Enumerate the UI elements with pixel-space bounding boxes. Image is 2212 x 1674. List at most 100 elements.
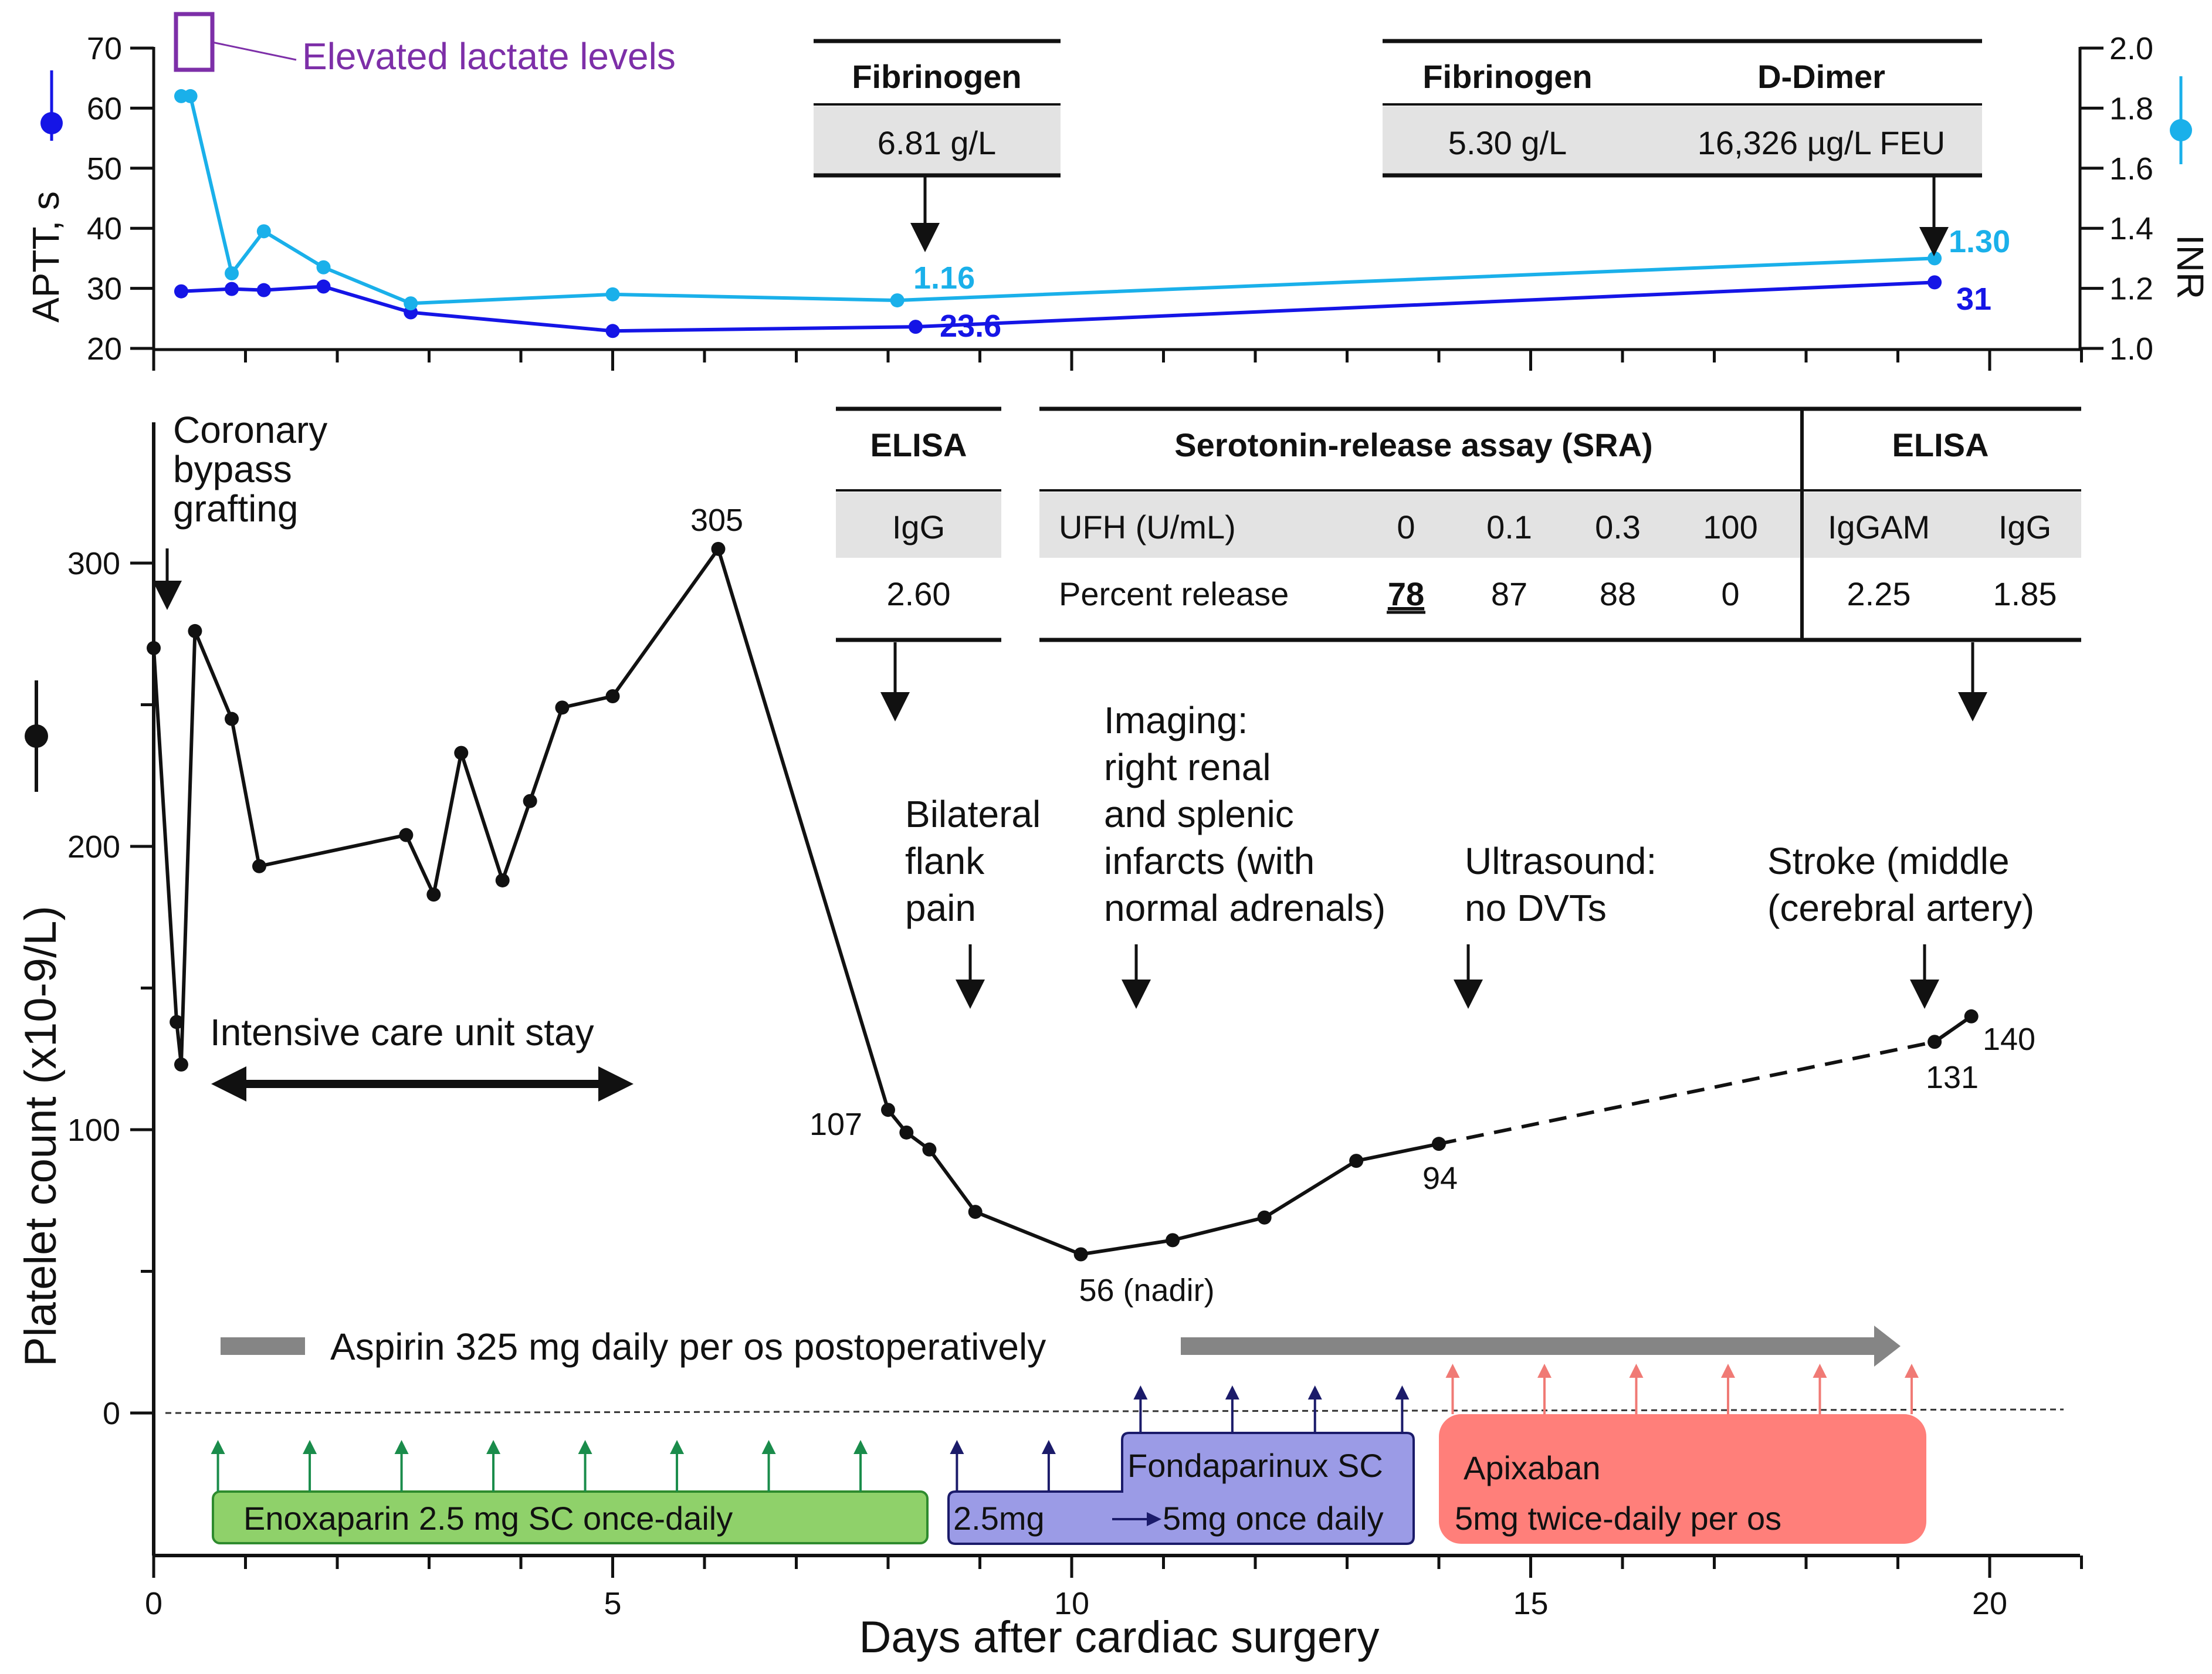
- platelet-point: [555, 700, 570, 715]
- inr-point: [890, 293, 905, 308]
- enoxaparin-bar: [212, 1490, 929, 1544]
- platelet-legend-marker: [25, 724, 48, 748]
- platelet-point: [188, 623, 202, 638]
- sra-table: Serotonin-release assay (SRA) ELISA UFH …: [1039, 406, 2081, 721]
- fondaparinux-low-dose: 2.5mg: [953, 1500, 1045, 1537]
- aspirin-annotation: Aspirin 325 mg daily per os postoperativ…: [221, 1326, 1901, 1368]
- inr-point: [404, 296, 418, 311]
- svg-text:Bilateral: Bilateral: [905, 793, 1041, 835]
- ddimer-value: 16,326 µg/L FEU: [1698, 124, 1945, 161]
- fibrinogen-2-value: 5.30 g/L: [1448, 124, 1567, 161]
- icu-annotation: Intensive care unit stay: [210, 1011, 634, 1102]
- aptt-axis: 20 30 40 50 60 70: [87, 31, 155, 367]
- svg-text:bypass: bypass: [173, 448, 292, 490]
- svg-text:(cerebral artery): (cerebral artery): [1767, 887, 2034, 929]
- svg-text:infarcts (with: infarcts (with: [1104, 840, 1315, 882]
- fondaparinux-dose: 5mg once daily: [1163, 1500, 1384, 1537]
- platelet-point: [225, 711, 239, 726]
- platelet-panel: 0 100 200 300 0 5 10 15 20 Platelet count (x10-…: [16, 406, 2083, 1662]
- enoxaparin-dose-arrow-head: [761, 1440, 776, 1454]
- aptt-tick-label: 30: [87, 272, 122, 307]
- svg-text:88: 88: [1600, 575, 1636, 612]
- inr-point: [1928, 251, 1942, 266]
- anticoagulant-treatments: Enoxaparin 2.5 mg SC once-daily Fondapar…: [211, 1364, 1926, 1545]
- platelet-point: [174, 1057, 188, 1072]
- fibrinogen-table-1: Fibrinogen 6.81 g/L: [814, 39, 1061, 252]
- platelet-tick-label: 200: [67, 829, 120, 865]
- aptt-tick-label: 60: [87, 91, 122, 126]
- enoxaparin-dose-arrow-head: [303, 1440, 317, 1454]
- svg-text:Intensive care unit stay: Intensive care unit stay: [210, 1011, 594, 1053]
- platelet-point: [922, 1142, 937, 1157]
- fondaparinux-dose-arrow-head: [1133, 1385, 1148, 1399]
- fibrinogen-1-value: 6.81 g/L: [878, 124, 996, 161]
- aptt-point: [316, 279, 331, 294]
- fondaparinux-dose-arrow-head: [1041, 1440, 1056, 1454]
- apixaban-bar: [1439, 1414, 1926, 1544]
- svg-text:IgG: IgG: [892, 509, 945, 545]
- platelet-point: [495, 873, 510, 887]
- stroke-annotation: Stroke (middle (cerebral artery): [1767, 840, 2034, 1009]
- aptt-point: [605, 324, 620, 338]
- x-axis-label: Days after cardiac surgery: [859, 1612, 1380, 1662]
- apixaban-dose-arrow-head: [1813, 1364, 1827, 1378]
- lactate-box: [174, 12, 215, 72]
- fondaparinux-dose-arrow-head: [1395, 1385, 1410, 1399]
- fibrinogen-1-header: Fibrinogen: [852, 58, 1021, 95]
- label-305: 305: [690, 503, 743, 538]
- platelet-point: [968, 1205, 983, 1219]
- svg-text:ELISA: ELISA: [1892, 426, 1989, 463]
- svg-text:ELISA: ELISA: [870, 426, 967, 463]
- inr-point: [225, 266, 239, 280]
- fibrinogen-2-header: Fibrinogen: [1422, 58, 1592, 95]
- fondaparinux-dose-arrow-head: [1307, 1385, 1322, 1399]
- enoxaparin-dose-arrow-head: [394, 1440, 409, 1454]
- days-tick-label: 15: [1513, 1586, 1548, 1621]
- svg-text:pain: pain: [905, 887, 976, 929]
- svg-text:0: 0: [1397, 509, 1415, 545]
- inr-point: [256, 224, 271, 239]
- days-x-axis: 0 5 10 15 20: [145, 1554, 2083, 1621]
- platelet-tick-label: 0: [103, 1396, 120, 1431]
- days-tick-label: 20: [1972, 1586, 2007, 1621]
- svg-text:2.25: 2.25: [1847, 575, 1911, 612]
- label-140: 140: [1983, 1022, 2035, 1057]
- ultrasound-annotation: Ultrasound: no DVTs: [1454, 840, 1657, 1009]
- enoxaparin-dose-arrow-head: [486, 1440, 501, 1454]
- apixaban-dose-arrow-head: [1537, 1364, 1552, 1378]
- svg-text:normal adrenals): normal adrenals): [1104, 887, 1386, 929]
- apixaban-dose-arrow-head: [1445, 1364, 1460, 1378]
- aptt-axis-label: APTT, s: [25, 191, 67, 323]
- lactate-leader: [212, 41, 297, 61]
- fondaparinux-label: Fondaparinux SC: [1127, 1447, 1383, 1484]
- enoxaparin-dose-arrow-head: [578, 1440, 592, 1454]
- svg-text:Percent release: Percent release: [1059, 575, 1289, 612]
- apixaban-dose-arrow-head: [1904, 1364, 1919, 1378]
- dose-arrows: [211, 1364, 1919, 1492]
- apixaban-label: Apixaban: [1464, 1449, 1601, 1486]
- platelet-point: [605, 689, 620, 704]
- sra-positive-78: 78: [1388, 575, 1424, 612]
- svg-text:Serotonin-release assay (SRA): Serotonin-release assay (SRA): [1174, 426, 1652, 463]
- inr-tick-label: 2.0: [2109, 31, 2153, 66]
- platelet-point: [1073, 1247, 1088, 1262]
- apixaban-dose-arrow-head: [1720, 1364, 1735, 1378]
- svg-text:0: 0: [1721, 575, 1739, 612]
- aptt-label-23-6: 23.6: [940, 309, 1001, 344]
- label-94: 94: [1422, 1161, 1458, 1196]
- inr-tick-label: 1.0: [2109, 331, 2153, 367]
- apixaban-dose-arrow-head: [1629, 1364, 1644, 1378]
- fondaparinux-dose-arrow-head: [950, 1440, 964, 1454]
- aptt-tick-label: 20: [87, 331, 122, 367]
- platelet-line-dashed: [1438, 1015, 1973, 1146]
- inr-point: [183, 89, 198, 103]
- svg-text:Coronary: Coronary: [173, 409, 327, 451]
- inr-tick-label: 1.8: [2109, 91, 2153, 126]
- cabg-annotation: Coronary bypass grafting: [153, 409, 327, 610]
- inr-point: [605, 287, 620, 301]
- svg-text:IgG: IgG: [1998, 509, 2051, 545]
- enoxaparin-dose-arrow-head: [853, 1440, 868, 1454]
- svg-text:grafting: grafting: [173, 487, 298, 530]
- inr-label-1-16: 1.16: [913, 260, 975, 296]
